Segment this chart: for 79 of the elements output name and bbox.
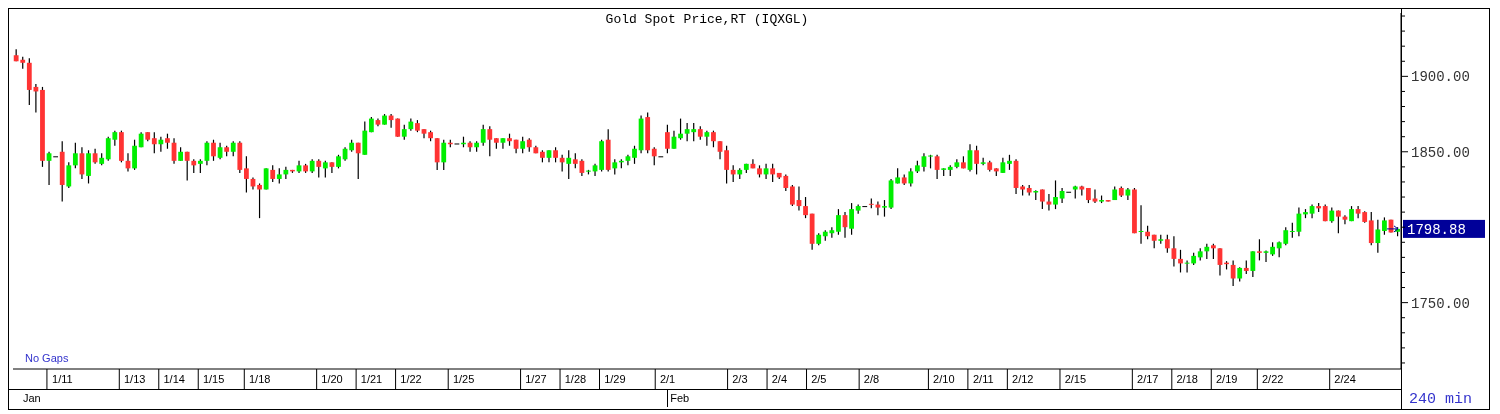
candlestick xyxy=(908,167,914,188)
candlestick xyxy=(678,117,683,141)
candlestick xyxy=(1263,249,1269,263)
x-tick-label: 1/20 xyxy=(321,373,343,385)
x-tick-label: 2/8 xyxy=(863,373,880,385)
chart-title: Gold Spot Price,RT (IQXGL) xyxy=(604,12,810,27)
candlestick xyxy=(934,154,940,180)
y-tick-label: 1900.00 xyxy=(1411,69,1470,86)
candlestick xyxy=(836,208,841,236)
candlestick xyxy=(665,124,670,154)
candlestick xyxy=(316,158,322,179)
candlestick xyxy=(1039,188,1045,210)
x-tick-label: 2/15 xyxy=(1064,373,1087,385)
x-tick-label: 1/15 xyxy=(202,373,225,385)
x-tick-label: 2/11 xyxy=(972,373,994,385)
x-tick-label: 1/21 xyxy=(360,373,383,385)
text: Feb xyxy=(667,389,690,407)
candlestick xyxy=(724,145,729,185)
candlestick xyxy=(1368,211,1374,246)
candlestick xyxy=(566,149,572,180)
candlestick xyxy=(257,182,262,219)
candlestick xyxy=(651,146,657,166)
y-tick-label: 1850.00 xyxy=(1411,144,1470,161)
x-tick-label: 2/1 xyxy=(659,373,676,385)
x-tick-label: 1/13 xyxy=(123,373,146,385)
candlestick xyxy=(132,139,137,171)
x-tick-label: 2/5 xyxy=(811,373,827,385)
ref-line-label: 1798.88 xyxy=(1407,221,1466,238)
candlestick xyxy=(1164,234,1170,254)
candlestick xyxy=(86,149,91,185)
x-tick-label: 2/22 xyxy=(1262,373,1284,385)
candlestick xyxy=(704,130,710,147)
x-tick-label: 1/25 xyxy=(452,373,475,385)
text: 240 min xyxy=(1409,391,1473,408)
candlestick xyxy=(1257,238,1262,261)
candlestick xyxy=(500,137,506,150)
candlestick xyxy=(151,131,157,154)
x-tick-label: 2/10 xyxy=(933,373,955,385)
candlestick xyxy=(632,145,637,165)
candlestick xyxy=(974,145,979,176)
candlestick xyxy=(789,184,795,207)
candlestick xyxy=(244,155,249,194)
x-tick-label: 1/14 xyxy=(163,373,185,385)
candlestick xyxy=(559,154,565,172)
x-tick-label: 2/24 xyxy=(1334,373,1356,385)
x-tick-label: 2/3 xyxy=(732,373,748,385)
candlestick xyxy=(1178,249,1183,274)
candlestick xyxy=(441,139,447,171)
candlestick xyxy=(211,139,216,162)
annotation: No Gaps xyxy=(25,352,69,364)
text: Jan xyxy=(23,392,41,404)
candlestick xyxy=(480,124,486,147)
x-tick-label: 1/18 xyxy=(248,373,271,385)
x-tick-label: 1/28 xyxy=(564,373,587,385)
x-tick-label: 1/11 xyxy=(52,373,73,385)
candlestick xyxy=(158,136,164,153)
candlestick xyxy=(849,202,854,236)
candlestick xyxy=(1053,179,1058,210)
y-tick-label: 1750.00 xyxy=(1411,295,1470,312)
candlestick xyxy=(72,142,78,169)
x-tick-label: 2/12 xyxy=(1012,373,1034,385)
x-tick-label: 2/18 xyxy=(1176,373,1198,385)
candlestick xyxy=(283,166,289,180)
candlestick xyxy=(803,196,808,219)
x-tick-label: 1/29 xyxy=(604,373,626,385)
candlestick xyxy=(66,161,72,189)
x-tick-label: 1/22 xyxy=(400,373,422,385)
candlestick xyxy=(487,125,493,157)
x-tick-label: 2/19 xyxy=(1215,373,1238,385)
x-tick-label: 2/4 xyxy=(771,373,788,385)
candlestick xyxy=(770,163,776,183)
candlestick xyxy=(1250,250,1256,278)
candlestick xyxy=(329,161,335,174)
candlestick xyxy=(1230,259,1236,287)
x-tick-label: 2/17 xyxy=(1137,373,1159,385)
x-tick-label: 1/27 xyxy=(525,373,547,385)
candlestick xyxy=(184,151,190,182)
candlestick xyxy=(1375,219,1381,254)
candlestick xyxy=(355,142,361,180)
